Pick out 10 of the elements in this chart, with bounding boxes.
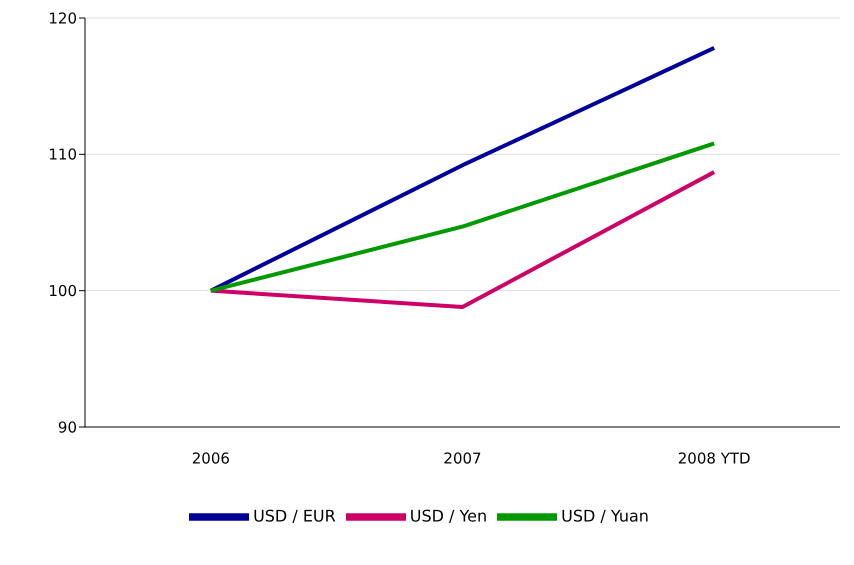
x-tick-label: 2006	[192, 450, 230, 468]
legend-label: USD / EUR	[253, 506, 336, 526]
x-tick-label: 2008 YTD	[678, 450, 751, 468]
y-tick-label: 110	[48, 146, 77, 164]
y-tick-label: 120	[48, 9, 77, 28]
legend-label: USD / Yen	[410, 506, 488, 526]
y-tick-label: 100	[48, 282, 77, 300]
x-tick-label: 2007	[443, 450, 482, 468]
legend-label: USD / Yuan	[561, 506, 649, 526]
y-tick-label: 90	[58, 418, 77, 436]
